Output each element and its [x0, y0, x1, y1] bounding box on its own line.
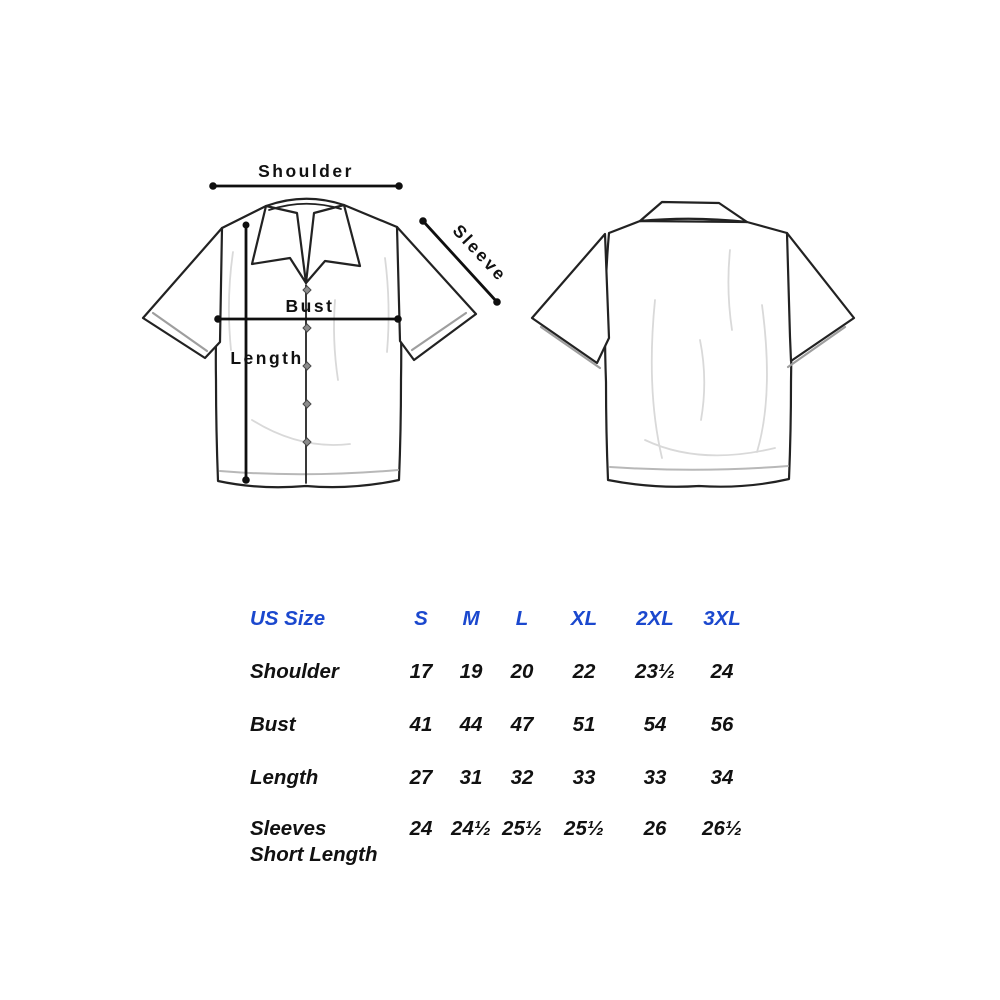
cell-value: 25½	[564, 817, 604, 840]
cell-value: 26½	[702, 817, 742, 840]
table-row-length: Length 27 31 32 33 33 34	[250, 751, 756, 804]
cell-value: 32	[510, 765, 534, 789]
cell-value: 25½	[502, 817, 542, 840]
table-row-bust: Bust 41 44 47 51 54 56	[250, 698, 756, 751]
length-measure-label: Length	[230, 348, 303, 368]
back-shirt-outline	[530, 200, 856, 488]
cell-value: 23½	[635, 659, 675, 683]
cell-value: 26	[643, 817, 667, 840]
cell-value: 34	[710, 765, 734, 789]
cell-value: 27	[409, 765, 433, 789]
row-label-line1: Sleeves	[250, 817, 327, 840]
cell-value: 24	[409, 817, 433, 840]
bust-measure-label: Bust	[286, 296, 335, 316]
cell-value: 33	[643, 765, 667, 789]
header-us-size: US Size	[250, 606, 326, 630]
header-size-l: L	[515, 606, 529, 630]
bust-measurement: Bust	[214, 296, 402, 323]
table-row-shoulder: Shoulder 17 19 20 22 23½ 24	[250, 645, 756, 698]
back-right-sleeve	[785, 231, 856, 363]
back-left-sleeve	[530, 232, 611, 365]
front-shirt-diagram: Shoulder Sleeve Bust Length	[141, 161, 512, 489]
header-size-2xl: 2XL	[636, 606, 674, 630]
front-left-sleeve	[141, 226, 224, 360]
header-size-3xl: 3XL	[703, 606, 741, 630]
cell-value: 47	[510, 712, 534, 736]
cell-value: 54	[643, 712, 667, 736]
cell-value: 31	[459, 765, 483, 789]
row-label-line2: Short Length	[250, 843, 378, 866]
row-label: Length	[250, 765, 319, 789]
length-measurement: Length	[230, 221, 303, 484]
cell-value: 19	[459, 659, 483, 683]
front-shirt-outline	[141, 197, 478, 489]
cell-value: 41	[409, 712, 433, 736]
front-collar-right	[304, 203, 362, 285]
size-table: US Size S M L XL 2XL 3XL Shoulder 17 19 …	[250, 592, 756, 868]
back-shirt-diagram	[530, 200, 856, 488]
header-size-s: S	[414, 606, 428, 630]
header-size-m: M	[462, 606, 480, 630]
cell-value: 24½	[451, 817, 491, 840]
back-collar	[638, 200, 749, 224]
cell-value: 51	[572, 712, 596, 736]
cell-value: 17	[409, 659, 433, 683]
row-label: Shoulder	[250, 659, 339, 683]
shoulder-measurement: Shoulder	[209, 161, 403, 190]
cell-value: 24	[710, 659, 734, 683]
cell-value: 22	[572, 659, 596, 683]
cell-value: 44	[459, 712, 483, 736]
row-label: Sleeves Short Length	[250, 816, 398, 868]
cell-value: 56	[710, 712, 734, 736]
button-icons	[302, 285, 312, 447]
front-right-sleeve	[395, 225, 478, 362]
front-collar-left	[250, 204, 308, 285]
header-size-xl: XL	[570, 606, 598, 630]
table-row-sleeves: Sleeves Short Length 24 24½ 25½ 25½ 26 2…	[250, 804, 756, 868]
cell-value: 20	[510, 659, 534, 683]
sleeve-measure-label: Sleeve	[449, 220, 512, 285]
table-header-row: US Size S M L XL 2XL 3XL	[250, 592, 756, 645]
shoulder-measure-label: Shoulder	[258, 161, 354, 181]
row-label: Bust	[250, 712, 296, 736]
cell-value: 33	[572, 765, 596, 789]
